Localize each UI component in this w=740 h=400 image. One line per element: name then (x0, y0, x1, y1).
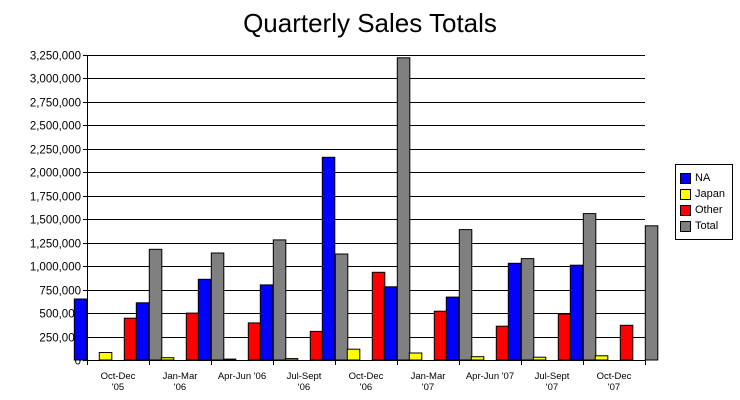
legend-label: Other (695, 204, 723, 216)
x-tick-label: '06 (360, 382, 372, 393)
y-tick-label: 0 (75, 356, 81, 368)
bar-total (272, 239, 287, 361)
x-tick-label: '06 (174, 382, 186, 393)
bar-na (197, 278, 212, 361)
bar-na (569, 264, 584, 361)
gridlines (87, 55, 645, 338)
legend-item-other: Other (680, 202, 732, 218)
bar-na (507, 262, 522, 361)
legend-label: Japan (695, 188, 725, 200)
x-tick-label: '05 (112, 382, 124, 393)
bar-japan (532, 356, 547, 361)
bar-japan (222, 358, 237, 361)
legend: NA Japan Other Total (675, 164, 733, 240)
bar-japan (284, 358, 299, 361)
x-tick-label: Jan-Mar (163, 371, 198, 382)
x-tick-label: Oct-Dec (597, 371, 632, 382)
legend-item-na: NA (680, 170, 732, 186)
x-tick-label: Apr-Jun '06 (218, 371, 266, 382)
x-tick-label: Oct-Dec (101, 371, 136, 382)
bar-japan (98, 352, 113, 361)
y-tick-label: 2,250,000 (30, 145, 81, 157)
y-tick-label: 2,750,000 (30, 98, 81, 110)
y-tick-label: 1,500,000 (30, 215, 81, 227)
bar-other (557, 313, 572, 361)
x-tick-label: '07 (546, 382, 558, 393)
y-axis: 0 250,000 500,000 750,000 1,000,000 1,250,000… (30, 51, 88, 368)
bar-na (73, 298, 88, 361)
bar-other (309, 330, 324, 361)
bar-na (383, 286, 398, 361)
bar-japan (594, 355, 609, 361)
bars (73, 57, 659, 361)
x-tick-label: Oct-Dec (349, 371, 384, 382)
x-tick-label: '06 (298, 382, 310, 393)
bar-total (458, 229, 473, 361)
x-tick-label: Apr-Jun '07 (466, 371, 514, 382)
bar-other (495, 325, 510, 361)
chart-title: Quarterly Sales Totals (243, 8, 497, 38)
bar-na (445, 296, 460, 361)
legend-swatch (680, 172, 691, 184)
legend-label: Total (695, 220, 719, 232)
x-tick-label: Jan-Mar (411, 371, 446, 382)
bar-other (247, 322, 262, 361)
y-tick-label: 250,000 (39, 333, 81, 345)
y-tick-label: 750,000 (39, 286, 81, 298)
legend-swatch (680, 188, 691, 200)
bar-japan (470, 356, 485, 361)
x-tick-label: '07 (422, 382, 434, 393)
bar-other (619, 324, 634, 361)
y-tick-label: 1,250,000 (30, 239, 81, 251)
bar-japan (346, 348, 361, 361)
y-tick-label: 500,000 (39, 309, 81, 321)
bar-japan (408, 352, 423, 361)
legend-item-total: Total (680, 218, 732, 234)
bar-total (210, 252, 225, 361)
bar-total (396, 57, 411, 361)
legend-swatch (680, 220, 691, 232)
y-tick-label: 2,500,000 (30, 121, 81, 133)
legend-label: NA (695, 172, 711, 184)
y-tick-label: 2,000,000 (30, 168, 81, 180)
bar-na (321, 156, 336, 361)
legend-swatch (680, 204, 691, 216)
bar-other (371, 271, 386, 361)
bar-japan (160, 357, 175, 361)
y-tick-label: 1,750,000 (30, 192, 81, 204)
x-tick-label: Jul-Sept (535, 371, 570, 382)
bar-other (185, 312, 200, 361)
bar-total (520, 258, 535, 361)
bar-total (334, 253, 349, 361)
bar-other (433, 310, 448, 361)
y-tick-label: 3,250,000 (30, 51, 81, 63)
y-tick-label: 3,000,000 (30, 74, 81, 86)
x-tick-label: '07 (608, 382, 620, 393)
bar-other (123, 317, 138, 361)
bar-na (135, 302, 150, 361)
x-tick-label: Jul-Sept (287, 371, 322, 382)
bar-total (582, 213, 597, 361)
bar-total (644, 225, 659, 361)
bar-total (148, 248, 163, 361)
bar-na (259, 284, 274, 361)
y-tick-label: 1,000,000 (30, 262, 81, 274)
legend-item-japan: Japan (680, 186, 732, 202)
